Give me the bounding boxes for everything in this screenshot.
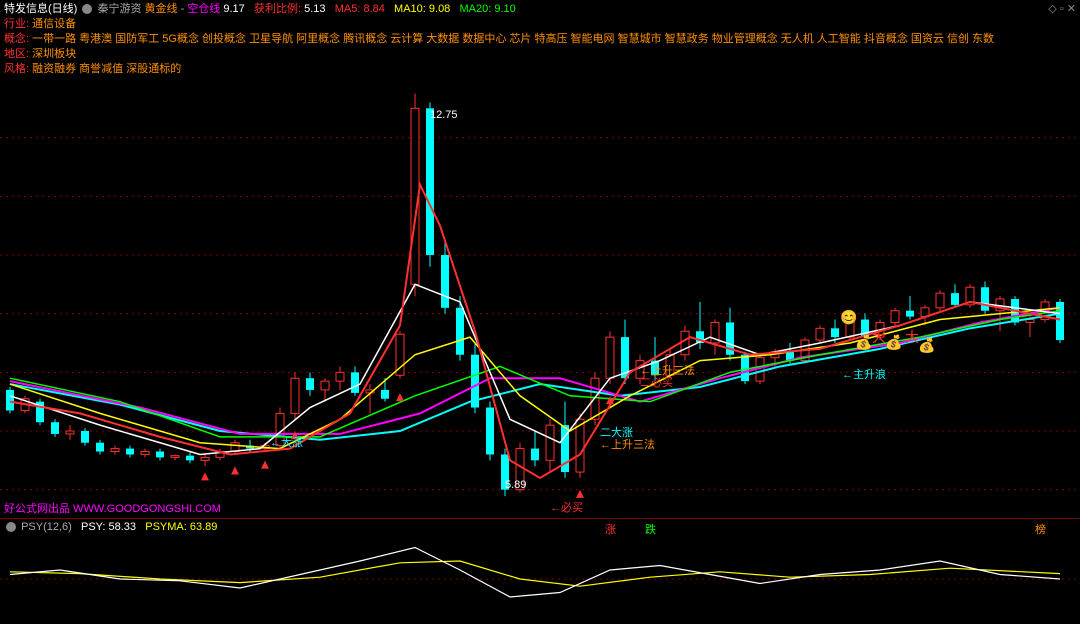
- chart-header: 特发信息(日线) 秦宁游资 黄金线 - 空仓线 9.17 获利比例: 5.13 …: [0, 0, 1080, 79]
- ma10-label: MA10: 9.08: [394, 3, 450, 15]
- psy-title: PSY(12,6): [21, 521, 72, 533]
- style-val: 融资融券 商誉减值 深股通标的: [32, 63, 181, 75]
- golden-line: 黄金线: [145, 3, 178, 15]
- industry-val: 通信设备: [32, 18, 76, 30]
- psy-indicator-chart[interactable]: PSY(12,6) PSY: 58.33 PSYMA: 63.89 涨 跌 榜: [0, 519, 1080, 624]
- watermark: 好公式网出品 WWW.GOODGONGSHI.COM: [4, 500, 221, 516]
- dot-icon: [6, 522, 16, 532]
- profit-val: 5.13: [304, 3, 325, 15]
- chart-annotation: ←必买: [550, 499, 583, 515]
- kong-val: 9.17: [223, 3, 244, 15]
- dot-icon: [82, 4, 92, 14]
- chart-annotation: 12.75: [430, 109, 458, 121]
- region-label: 地区:: [4, 48, 29, 60]
- chart-emoji-icon: 💰: [885, 334, 902, 351]
- stock-title: 特发信息(日线): [4, 3, 77, 15]
- strategy-name: 秦宁游资: [97, 3, 141, 15]
- chart-annotation: ←上升三法: [640, 362, 695, 378]
- chart-annotation: 5.89: [505, 479, 526, 491]
- concept-label: 概念:: [4, 33, 29, 45]
- chart-emoji-icon: 大: [872, 327, 886, 347]
- ma5-label: MA5: 8.84: [335, 3, 385, 15]
- chart-annotation: ←主升浪: [842, 366, 886, 382]
- ma20-label: MA20: 9.10: [460, 3, 516, 15]
- chart-emoji-icon: 💰: [855, 334, 872, 351]
- region-val: 深圳板块: [32, 48, 76, 60]
- chart-annotation: ←上升三法: [600, 436, 655, 452]
- main-candlestick-chart[interactable]: 好公式网出品 WWW.GOODGONGSHI.COM ←大涨 ←必买 5.89 12.…: [0, 79, 1080, 519]
- psy-val: PSY: 58.33: [81, 521, 136, 533]
- window-controls[interactable]: ◇ ▫ ✕: [1048, 2, 1076, 15]
- style-label: 风格:: [4, 63, 29, 75]
- profit-label: 获利比例:: [254, 3, 301, 15]
- chart-emoji-icon: 大: [905, 327, 919, 347]
- chart-emoji-icon: 💰: [918, 337, 935, 354]
- concept-val: 一带一路 粤港澳 国防军工 5G概念 创投概念 卫星导航 阿里概念 腾讯概念 云…: [32, 33, 994, 45]
- kong-label: 空仓线: [187, 3, 220, 15]
- industry-label: 行业:: [4, 18, 29, 30]
- chart-annotation: ←大涨: [270, 434, 303, 450]
- chart-emoji-icon: 😊: [840, 309, 857, 326]
- psyma-val: PSYMA: 63.89: [145, 521, 217, 533]
